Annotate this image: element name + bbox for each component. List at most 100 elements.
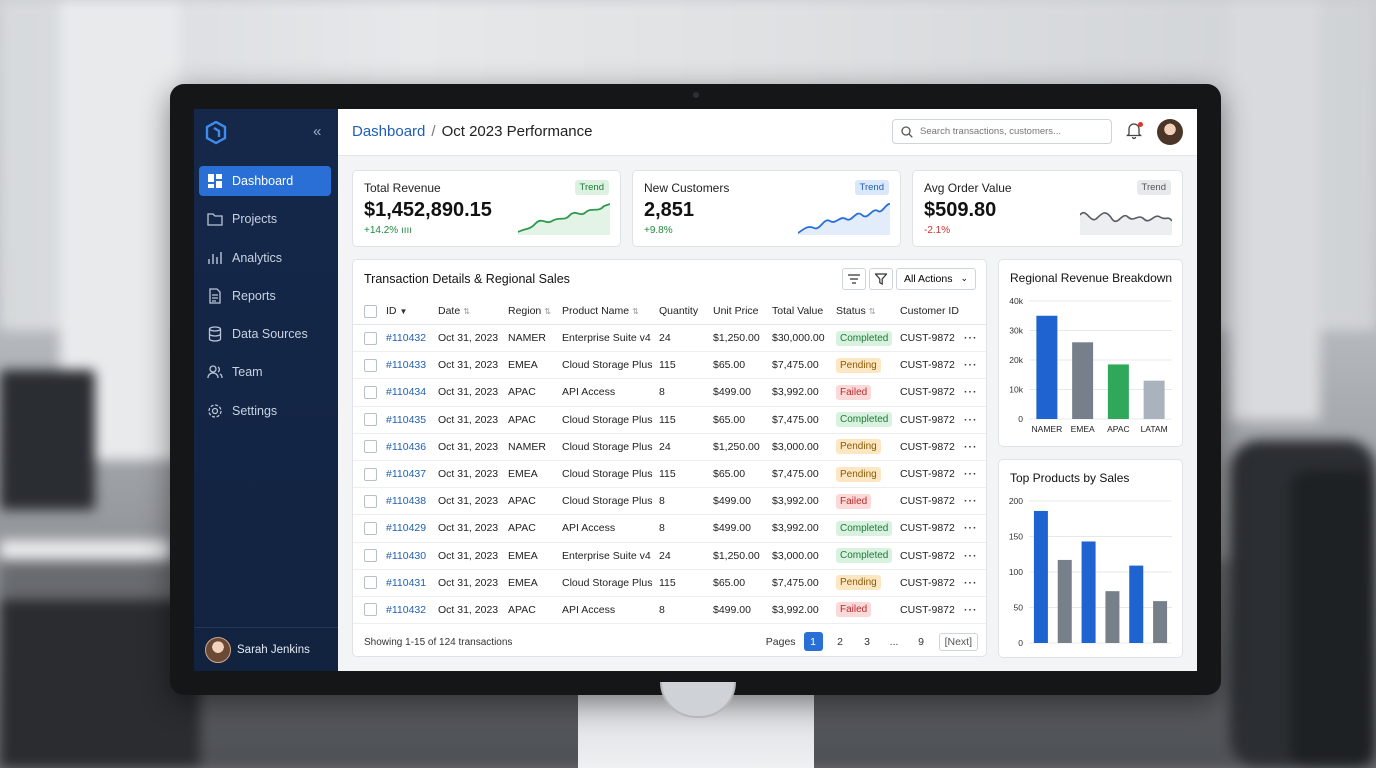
- row-checkbox[interactable]: [364, 494, 377, 508]
- row-more-icon[interactable]: ···: [964, 386, 978, 399]
- table-row[interactable]: #110431 Oct 31, 2023 EMEA Cloud Storage Plu…: [353, 569, 986, 597]
- page-3-button[interactable]: 3: [864, 635, 870, 648]
- status-badge: Pending: [836, 439, 881, 455]
- next-page-button[interactable]: [Next]: [938, 632, 978, 651]
- table-row[interactable]: #110432 Oct 31, 2023 NAMER Enterprise Suite…: [353, 324, 986, 353]
- col-header-total-value[interactable]: Total Value: [772, 298, 836, 325]
- row-more-icon[interactable]: ···: [964, 468, 978, 481]
- table-row[interactable]: #110432 Oct 31, 2023 APAC API Access 8 $499.0…: [353, 596, 986, 625]
- chevron-down-icon: ⌄: [960, 273, 968, 283]
- cell-id[interactable]: #110438: [386, 495, 427, 508]
- page-9-button[interactable]: 9: [918, 635, 924, 648]
- y-tick-label: 20k: [1009, 355, 1023, 365]
- sidebar-user[interactable]: Sarah Jenkins: [194, 627, 338, 671]
- filter-button[interactable]: [869, 268, 893, 290]
- app-logo-icon[interactable]: [205, 121, 227, 145]
- sidebar-item-label: Team: [232, 365, 263, 380]
- dashboard-icon: [207, 173, 223, 189]
- cell-customer-id: CUST-9872: [900, 596, 964, 625]
- all-actions-label: All Actions: [904, 273, 953, 285]
- col-header-quantity[interactable]: Quantity: [659, 298, 713, 325]
- sort-options-button[interactable]: [842, 268, 866, 290]
- search-input[interactable]: [918, 125, 1102, 138]
- page-1-button[interactable]: 1: [803, 632, 823, 651]
- cell-id[interactable]: #110434: [386, 386, 427, 399]
- row-checkbox[interactable]: [364, 385, 377, 399]
- row-checkbox[interactable]: [364, 331, 377, 345]
- sidebar-item-settings[interactable]: Settings: [199, 396, 331, 426]
- sidebar-item-label: Analytics: [232, 250, 283, 265]
- col-header-region[interactable]: Region ⇅: [508, 298, 562, 325]
- all-actions-dropdown[interactable]: All Actions ⌄: [896, 268, 976, 290]
- col-header-date[interactable]: Date ⇅: [438, 298, 508, 325]
- row-checkbox[interactable]: [364, 576, 377, 590]
- cell-id[interactable]: #110432: [386, 603, 427, 616]
- search-box[interactable]: [892, 119, 1112, 144]
- cell-id[interactable]: #110432: [386, 332, 427, 345]
- row-more-icon[interactable]: ···: [964, 413, 978, 426]
- cell-id[interactable]: #110429: [386, 522, 427, 535]
- row-checkbox[interactable]: [364, 358, 377, 372]
- cell-product: API Access: [562, 378, 659, 407]
- table-row[interactable]: #110434 Oct 31, 2023 APAC API Access 8 $499.0…: [353, 378, 986, 407]
- table-row[interactable]: #110433 Oct 31, 2023 EMEA Cloud Storage Plu…: [353, 351, 986, 380]
- row-checkbox[interactable]: [364, 521, 377, 535]
- sidebar-item-reports[interactable]: Reports: [199, 281, 331, 311]
- breadcrumb-dashboard-link[interactable]: Dashboard: [352, 123, 426, 140]
- row-checkbox[interactable]: [364, 603, 377, 617]
- cell-id[interactable]: #110430: [386, 549, 427, 562]
- col-header-status[interactable]: Status ⇅: [836, 298, 900, 325]
- table-row[interactable]: #110436 Oct 31, 2023 NAMER Cloud Storage Pl…: [353, 433, 986, 461]
- sidebar-item-label: Settings: [232, 403, 278, 418]
- cell-id[interactable]: #110431: [386, 576, 427, 589]
- table-row[interactable]: #110430 Oct 31, 2023 EMEA Enterprise Suite …: [353, 542, 986, 570]
- cell-quantity: 24: [659, 433, 713, 461]
- cell-customer-id: CUST-9872: [900, 406, 964, 434]
- table-row[interactable]: #110429 Oct 31, 2023 APAC API Access 8 $499.0…: [353, 514, 986, 543]
- cell-id[interactable]: #110433: [386, 359, 427, 372]
- row-more-icon[interactable]: ···: [964, 359, 978, 372]
- row-checkbox[interactable]: [364, 413, 377, 427]
- table-row[interactable]: #110435 Oct 31, 2023 APAC Cloud Storage Plu…: [353, 406, 986, 434]
- cell-unit-price: $1,250.00: [713, 324, 772, 353]
- sidebar-item-label: Reports: [232, 288, 276, 303]
- sidebar-item-analytics[interactable]: Analytics: [199, 243, 331, 273]
- row-more-icon[interactable]: ···: [964, 495, 978, 508]
- page-2-button[interactable]: 2: [837, 635, 843, 648]
- cell-product: Cloud Storage Plus: [562, 487, 659, 516]
- row-checkbox[interactable]: [364, 549, 377, 563]
- col-header-customer-id[interactable]: Customer ID: [900, 298, 964, 325]
- col-header-unit-price[interactable]: Unit Price: [713, 298, 772, 325]
- cell-id[interactable]: #110436: [386, 440, 427, 453]
- col-header-product[interactable]: Product Name ⇅: [562, 298, 659, 325]
- row-more-icon[interactable]: ···: [964, 576, 978, 589]
- sidebar-item-dashboard[interactable]: Dashboard: [199, 166, 331, 196]
- cell-id[interactable]: #110437: [386, 468, 427, 481]
- select-all-checkbox[interactable]: [364, 304, 377, 318]
- row-more-icon[interactable]: ···: [964, 603, 978, 616]
- kpi-value: $509.80: [924, 199, 997, 221]
- row-more-icon[interactable]: ···: [964, 522, 978, 535]
- cell-customer-id: CUST-9872: [900, 569, 964, 597]
- header-avatar[interactable]: [1157, 119, 1183, 145]
- bar: [1153, 601, 1168, 643]
- status-badge: Completed: [836, 412, 893, 428]
- sidebar-item-team[interactable]: Team: [199, 357, 331, 387]
- row-more-icon[interactable]: ···: [964, 332, 978, 345]
- sidebar-item-label: Dashboard: [232, 174, 294, 188]
- row-checkbox[interactable]: [364, 467, 377, 481]
- sidebar-item-data-sources[interactable]: Data Sources: [199, 319, 331, 349]
- status-badge: Completed: [836, 330, 893, 346]
- table-row[interactable]: #110437 Oct 31, 2023 EMEA Cloud Storage Plu…: [353, 460, 986, 489]
- row-checkbox[interactable]: [364, 440, 377, 454]
- table-row[interactable]: #110438 Oct 31, 2023 APAC Cloud Storage Plu…: [353, 487, 986, 516]
- cell-customer-id: CUST-9872: [900, 324, 964, 353]
- notification-bell-icon[interactable]: [1125, 122, 1144, 140]
- collapse-sidebar-icon[interactable]: «: [313, 123, 322, 140]
- row-more-icon[interactable]: ···: [964, 440, 978, 453]
- col-header-id[interactable]: ID ▼: [386, 298, 438, 325]
- cell-id[interactable]: #110435: [386, 413, 427, 426]
- sidebar-item-projects[interactable]: Projects: [199, 204, 331, 234]
- row-more-icon[interactable]: ···: [964, 549, 978, 562]
- cell-date: Oct 31, 2023: [438, 460, 508, 489]
